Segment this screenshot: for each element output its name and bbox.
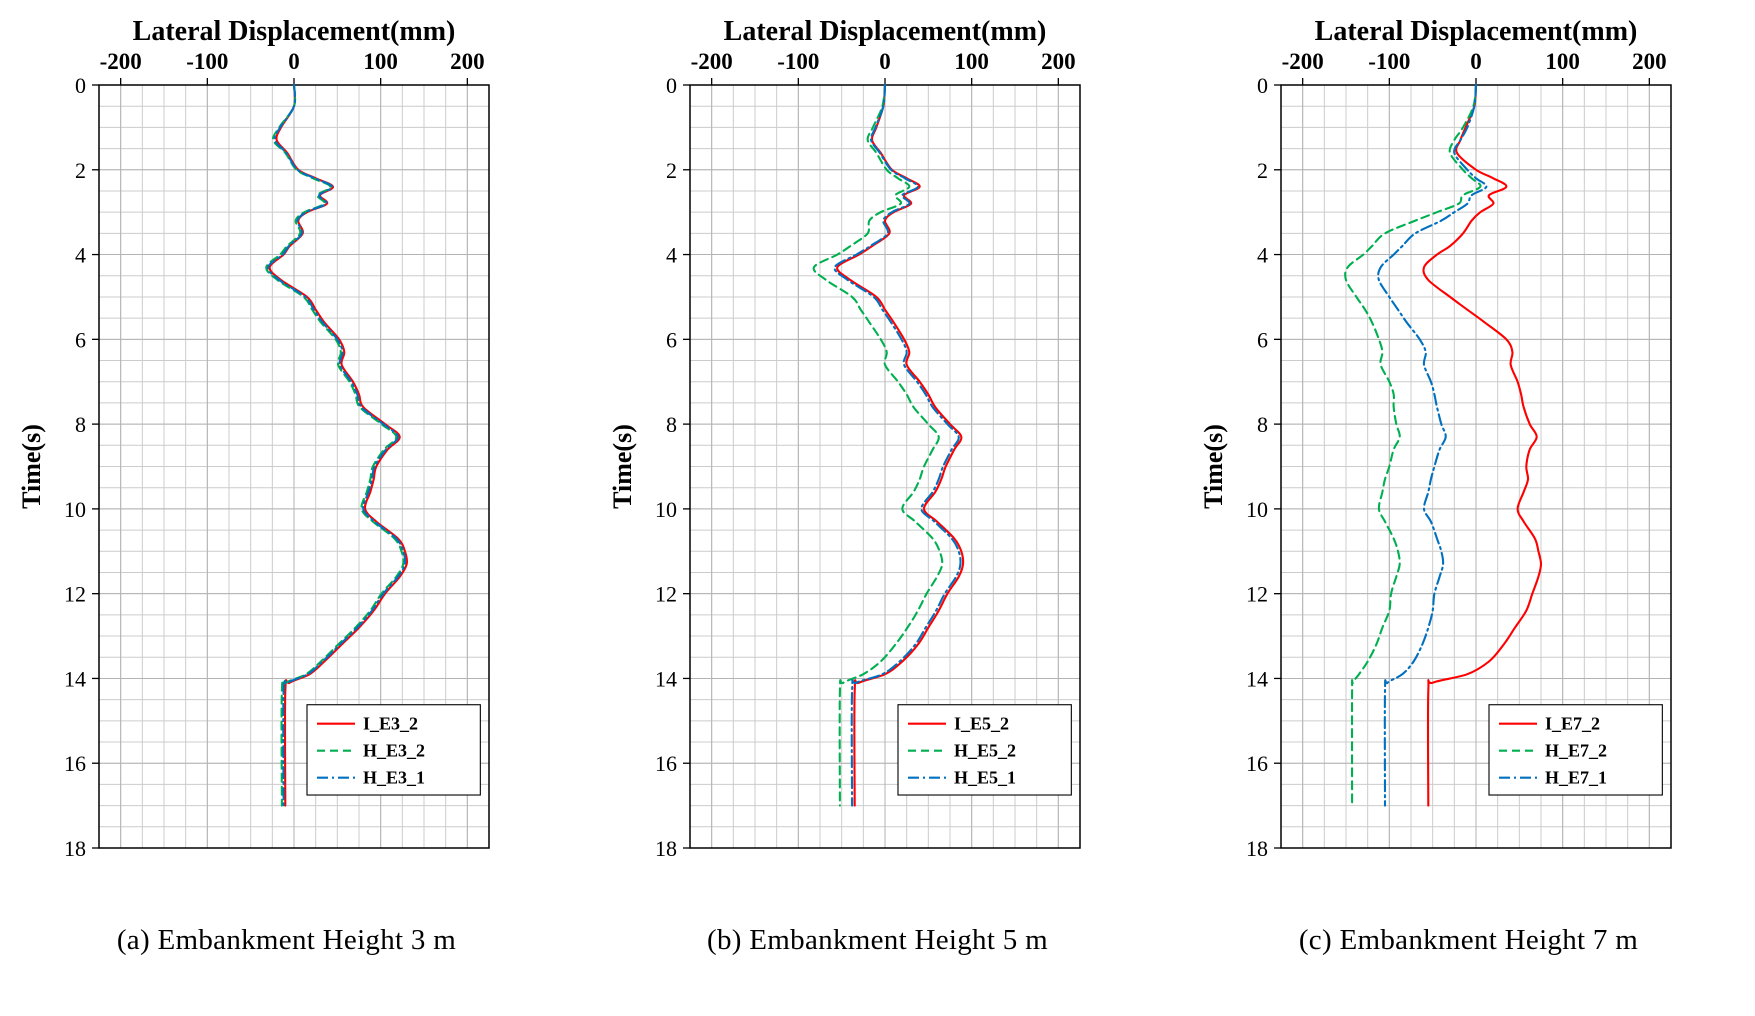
y-tick-label: 4	[75, 243, 86, 268]
y-tick-label: 18	[64, 836, 86, 861]
x-tick-label: 100	[954, 49, 989, 74]
x-tick-label: -200	[100, 49, 142, 74]
x-tick-label: -200	[691, 49, 733, 74]
y-tick-label: 14	[1246, 666, 1268, 691]
y-tick-label: 16	[655, 751, 677, 776]
chart-b: -200 -100 0 100 200 0 2 4 6 8 10 12 14 16 18 Lateral Di…	[605, 10, 1150, 957]
legend-label-H_E5_2: H_E5_2	[954, 741, 1016, 761]
legend-label-H_E7_2: H_E7_2	[1545, 741, 1607, 761]
x-tick-label: -200	[1282, 49, 1324, 74]
y-tick-label: 6	[1257, 327, 1268, 352]
x-tick-label: 0	[288, 49, 300, 74]
chart-c: -200 -100 0 100 200 0 2 4 6 8 10 12 14 16 18 Lateral Di…	[1196, 10, 1741, 957]
legend-label-I_E7_2: I_E7_2	[1545, 714, 1600, 734]
y-tick-label: 18	[655, 836, 677, 861]
x-tick-label: -100	[777, 49, 819, 74]
y-tick-label: 10	[64, 497, 86, 522]
x-tick-label: 0	[1470, 49, 1482, 74]
y-tick-label: 6	[75, 327, 86, 352]
y-tick-label: 0	[75, 73, 86, 98]
y-tick-label: 14	[64, 666, 86, 691]
y-axis-title: Time(s)	[608, 424, 637, 509]
x-tick-label: -100	[186, 49, 228, 74]
chart-c-plot: -200 -100 0 100 200 0 2 4 6 8 10 12 14 16 18 Lateral Di…	[1199, 16, 1672, 861]
x-tick-label: 200	[1632, 49, 1667, 74]
chart-a: -200 -100 0 100 200 0 2 4 6 8 10 12 14 16 18 Lateral Di…	[14, 10, 559, 957]
y-tick-label: 8	[75, 412, 86, 437]
series-H_E5_2	[812, 83, 944, 807]
legend-label-I_E5_2: I_E5_2	[954, 714, 1009, 734]
chart-b-plot: -200 -100 0 100 200 0 2 4 6 8 10 12 14 16 18 Lateral Di…	[608, 16, 1081, 861]
y-axis-title: Time(s)	[17, 424, 46, 509]
series-I_E5_2	[836, 83, 965, 807]
y-tick-label: 12	[64, 582, 86, 607]
x-tick-label: 200	[450, 49, 485, 74]
series-H_E7_1	[1377, 83, 1488, 807]
y-tick-label: 2	[666, 158, 677, 183]
x-tick-label: 100	[1545, 49, 1580, 74]
legend-label-H_E7_1: H_E7_1	[1545, 768, 1607, 788]
x-tick-label: -100	[1368, 49, 1410, 74]
chart-b-caption: (b) Embankment Height 5 m	[707, 924, 1048, 956]
series-H_E7_2	[1344, 83, 1482, 807]
y-tick-label: 6	[666, 327, 677, 352]
y-tick-label: 12	[655, 582, 677, 607]
series-H_E3_1	[266, 83, 407, 807]
figure: -200 -100 0 100 200 0 2 4 6 8 10 12 14 16 18 Lateral Di…	[14, 10, 1741, 957]
y-tick-label: 10	[1246, 497, 1268, 522]
legend-label-H_E3_2: H_E3_2	[363, 741, 425, 761]
x-axis-title: Lateral Displacement(mm)	[724, 16, 1047, 47]
y-axis-title: Time(s)	[1199, 424, 1228, 509]
y-tick-label: 4	[666, 243, 677, 268]
legend-label-I_E3_2: I_E3_2	[363, 714, 418, 734]
y-tick-label: 2	[1257, 158, 1268, 183]
y-tick-label: 8	[1257, 412, 1268, 437]
y-tick-label: 0	[1257, 73, 1268, 98]
x-tick-label: 100	[363, 49, 398, 74]
y-tick-label: 12	[1246, 582, 1268, 607]
y-tick-label: 16	[64, 751, 86, 776]
y-tick-label: 14	[655, 666, 677, 691]
series-I_E7_2	[1422, 83, 1543, 807]
y-tick-label: 18	[1246, 836, 1268, 861]
series-H_E5_1	[833, 83, 962, 807]
y-tick-label: 4	[1257, 243, 1268, 268]
x-axis-title: Lateral Displacement(mm)	[133, 16, 456, 47]
y-tick-label: 8	[666, 412, 677, 437]
y-tick-label: 2	[75, 158, 86, 183]
legend-label-H_E3_1: H_E3_1	[363, 768, 425, 788]
chart-a-caption: (a) Embankment Height 3 m	[116, 924, 457, 956]
x-axis-title: Lateral Displacement(mm)	[1315, 16, 1638, 47]
chart-a-plot: -200 -100 0 100 200 0 2 4 6 8 10 12 14 16 18 Lateral Di…	[17, 16, 490, 861]
y-tick-label: 16	[1246, 751, 1268, 776]
x-tick-label: 200	[1041, 49, 1076, 74]
x-tick-label: 0	[879, 49, 891, 74]
legend-label-H_E5_1: H_E5_1	[954, 768, 1016, 788]
y-tick-label: 0	[666, 73, 677, 98]
chart-c-caption: (c) Embankment Height 7 m	[1298, 924, 1639, 956]
y-tick-label: 10	[655, 497, 677, 522]
